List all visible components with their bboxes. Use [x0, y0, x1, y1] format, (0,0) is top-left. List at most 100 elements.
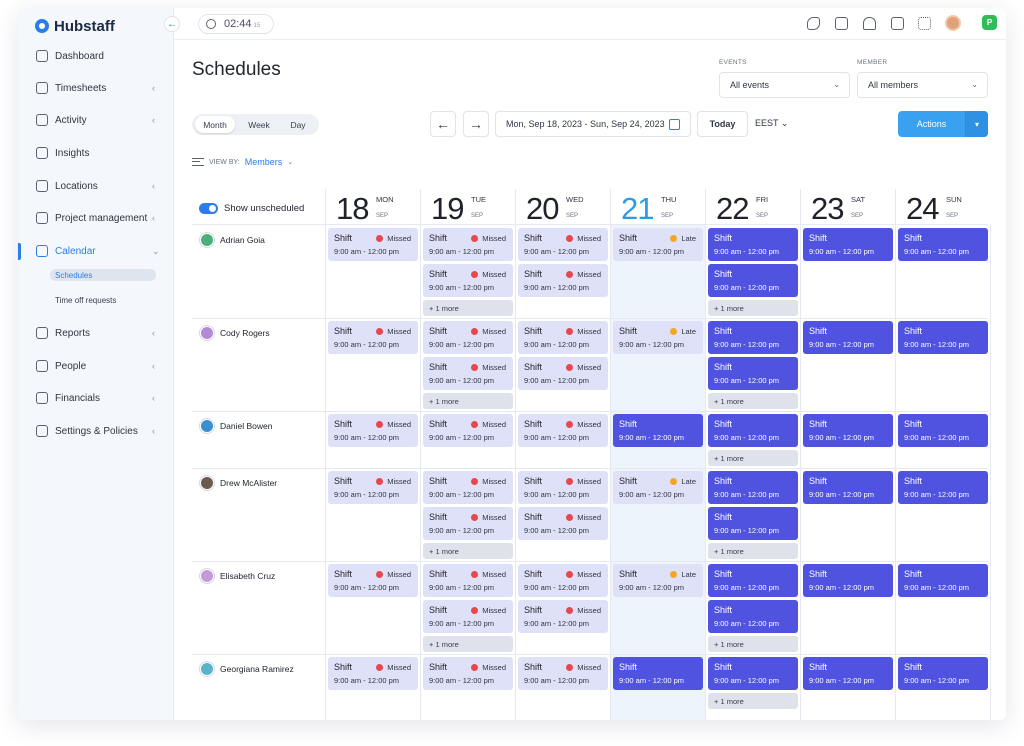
shift-card[interactable]: Shift Missed 9:00 am - 12:00 pm	[518, 414, 608, 447]
help-icon[interactable]	[835, 17, 848, 30]
shift-card[interactable]: Shift 9:00 am - 12:00 pm	[708, 357, 798, 390]
shift-card[interactable]: Shift Missed 9:00 am - 12:00 pm	[518, 471, 608, 504]
shift-card[interactable]: Shift Missed 9:00 am - 12:00 pm	[423, 228, 513, 261]
sidebar-item-people[interactable]: People ‹	[18, 356, 174, 376]
shift-card[interactable]: Shift Missed 9:00 am - 12:00 pm	[518, 264, 608, 297]
shift-card[interactable]: Shift 9:00 am - 12:00 pm	[708, 228, 798, 261]
events-select[interactable]: All events ⌄	[719, 72, 850, 98]
shift-card[interactable]: Shift Late 9:00 am - 12:00 pm	[613, 321, 703, 354]
shift-card[interactable]: Shift Missed 9:00 am - 12:00 pm	[423, 321, 513, 354]
member-row-label[interactable]: Daniel Bowen	[200, 419, 272, 433]
shift-card[interactable]: Shift 9:00 am - 12:00 pm	[708, 414, 798, 447]
sidebar-item-locations[interactable]: Locations ‹	[18, 176, 174, 196]
shift-card[interactable]: Shift 9:00 am - 12:00 pm	[708, 600, 798, 633]
member-row-label[interactable]: Drew McAlister	[200, 476, 277, 490]
collapse-sidebar-button[interactable]: ←	[164, 16, 180, 32]
view-by-selector[interactable]: VIEW BY: Members ⌄	[192, 157, 293, 167]
more-shifts-button[interactable]: + 1 more	[708, 543, 798, 559]
shift-card[interactable]: Shift Missed 9:00 am - 12:00 pm	[518, 321, 608, 354]
organization-badge[interactable]: P	[982, 15, 997, 30]
shift-card[interactable]: Shift Missed 9:00 am - 12:00 pm	[423, 264, 513, 297]
shift-card[interactable]: Shift 9:00 am - 12:00 pm	[803, 471, 893, 504]
shift-card[interactable]: Shift 9:00 am - 12:00 pm	[898, 657, 988, 690]
shift-card[interactable]: Shift 9:00 am - 12:00 pm	[803, 657, 893, 690]
shift-card[interactable]: Shift 9:00 am - 12:00 pm	[708, 321, 798, 354]
more-shifts-button[interactable]: + 1 more	[423, 636, 513, 652]
app-logo[interactable]: Hubstaff	[35, 16, 115, 36]
more-shifts-button[interactable]: + 1 more	[708, 393, 798, 409]
sidebar-item-reports[interactable]: Reports ‹	[18, 323, 174, 343]
shift-card[interactable]: Shift Missed 9:00 am - 12:00 pm	[518, 564, 608, 597]
bell-icon[interactable]	[863, 17, 876, 30]
shift-card[interactable]: Shift Missed 9:00 am - 12:00 pm	[328, 564, 418, 597]
member-select[interactable]: All members ⌄	[857, 72, 988, 98]
shift-card[interactable]: Shift Missed 9:00 am - 12:00 pm	[328, 228, 418, 261]
shift-card[interactable]: Shift Missed 9:00 am - 12:00 pm	[423, 471, 513, 504]
view-month-button[interactable]: Month	[195, 116, 235, 133]
previous-week-button[interactable]: ←	[430, 111, 456, 137]
shift-card[interactable]: Shift Late 9:00 am - 12:00 pm	[613, 228, 703, 261]
shift-card[interactable]: Shift Missed 9:00 am - 12:00 pm	[423, 564, 513, 597]
shift-card[interactable]: Shift Missed 9:00 am - 12:00 pm	[423, 414, 513, 447]
gift-icon[interactable]	[891, 17, 904, 30]
shift-card[interactable]: Shift 9:00 am - 12:00 pm	[708, 507, 798, 540]
sidebar-item-project-management[interactable]: Project management ‹	[18, 208, 174, 228]
sidebar-item-insights[interactable]: Insights	[18, 143, 174, 163]
today-button[interactable]: Today	[697, 111, 748, 137]
actions-button[interactable]: Actions ▾	[898, 111, 988, 137]
shift-card[interactable]: Shift Missed 9:00 am - 12:00 pm	[518, 600, 608, 633]
shift-card[interactable]: Shift 9:00 am - 12:00 pm	[898, 321, 988, 354]
view-day-button[interactable]: Day	[290, 119, 306, 130]
shift-card[interactable]: Shift Missed 9:00 am - 12:00 pm	[328, 657, 418, 690]
sidebar-subitem-time-off-requests[interactable]: Time off requests	[55, 295, 117, 305]
sidebar-item-timesheets[interactable]: Timesheets ‹	[18, 78, 174, 98]
phone-icon[interactable]	[807, 17, 820, 30]
sidebar-subitem-schedules[interactable]: Schedules	[50, 269, 156, 281]
shift-card[interactable]: Shift 9:00 am - 12:00 pm	[803, 564, 893, 597]
shift-card[interactable]: Shift Missed 9:00 am - 12:00 pm	[518, 507, 608, 540]
sidebar-item-activity[interactable]: Activity ‹	[18, 110, 174, 130]
shift-card[interactable]: Shift 9:00 am - 12:00 pm	[613, 657, 703, 690]
shift-card[interactable]: Shift 9:00 am - 12:00 pm	[613, 414, 703, 447]
more-shifts-button[interactable]: + 1 more	[423, 300, 513, 316]
member-row-label[interactable]: Elisabeth Cruz	[200, 569, 275, 583]
member-row-label[interactable]: Cody Rogers	[200, 326, 270, 340]
shift-card[interactable]: Shift Missed 9:00 am - 12:00 pm	[518, 357, 608, 390]
shift-card[interactable]: Shift 9:00 am - 12:00 pm	[803, 228, 893, 261]
sidebar-item-settings-policies[interactable]: Settings & Policies ‹	[18, 421, 174, 441]
shift-card[interactable]: Shift 9:00 am - 12:00 pm	[898, 471, 988, 504]
apps-grid-icon[interactable]	[918, 17, 931, 30]
next-week-button[interactable]: →	[463, 111, 489, 137]
shift-card[interactable]: Shift Missed 9:00 am - 12:00 pm	[328, 471, 418, 504]
shift-card[interactable]: Shift 9:00 am - 12:00 pm	[898, 228, 988, 261]
shift-card[interactable]: Shift 9:00 am - 12:00 pm	[708, 657, 798, 690]
shift-card[interactable]: Shift Missed 9:00 am - 12:00 pm	[518, 228, 608, 261]
shift-card[interactable]: Shift 9:00 am - 12:00 pm	[708, 471, 798, 504]
user-avatar[interactable]	[945, 15, 961, 31]
shift-card[interactable]: Shift 9:00 am - 12:00 pm	[898, 414, 988, 447]
shift-card[interactable]: Shift Missed 9:00 am - 12:00 pm	[423, 507, 513, 540]
shift-card[interactable]: Shift 9:00 am - 12:00 pm	[803, 321, 893, 354]
sidebar-item-calendar[interactable]: Calendar ⌄	[18, 241, 174, 261]
shift-card[interactable]: Shift Missed 9:00 am - 12:00 pm	[423, 657, 513, 690]
view-week-button[interactable]: Week	[248, 119, 270, 130]
shift-card[interactable]: Shift Missed 9:00 am - 12:00 pm	[328, 321, 418, 354]
shift-card[interactable]: Shift Late 9:00 am - 12:00 pm	[613, 564, 703, 597]
sidebar-item-dashboard[interactable]: Dashboard	[18, 46, 174, 66]
timezone-select[interactable]: EEST ⌄	[755, 118, 788, 129]
shift-card[interactable]: Shift Missed 9:00 am - 12:00 pm	[518, 657, 608, 690]
more-shifts-button[interactable]: + 1 more	[708, 693, 798, 709]
shift-card[interactable]: Shift Missed 9:00 am - 12:00 pm	[423, 357, 513, 390]
shift-card[interactable]: Shift Missed 9:00 am - 12:00 pm	[423, 600, 513, 633]
more-shifts-button[interactable]: + 1 more	[708, 450, 798, 466]
chevron-down-icon[interactable]: ▾	[965, 111, 988, 137]
shift-card[interactable]: Shift Missed 9:00 am - 12:00 pm	[328, 414, 418, 447]
more-shifts-button[interactable]: + 1 more	[423, 393, 513, 409]
more-shifts-button[interactable]: + 1 more	[708, 300, 798, 316]
sidebar-item-financials[interactable]: Financials ‹	[18, 388, 174, 408]
date-range-picker[interactable]: Mon, Sep 18, 2023 - Sun, Sep 24, 2023	[495, 111, 691, 137]
shift-card[interactable]: Shift 9:00 am - 12:00 pm	[803, 414, 893, 447]
more-shifts-button[interactable]: + 1 more	[423, 543, 513, 559]
shift-card[interactable]: Shift 9:00 am - 12:00 pm	[708, 564, 798, 597]
more-shifts-button[interactable]: + 1 more	[708, 636, 798, 652]
